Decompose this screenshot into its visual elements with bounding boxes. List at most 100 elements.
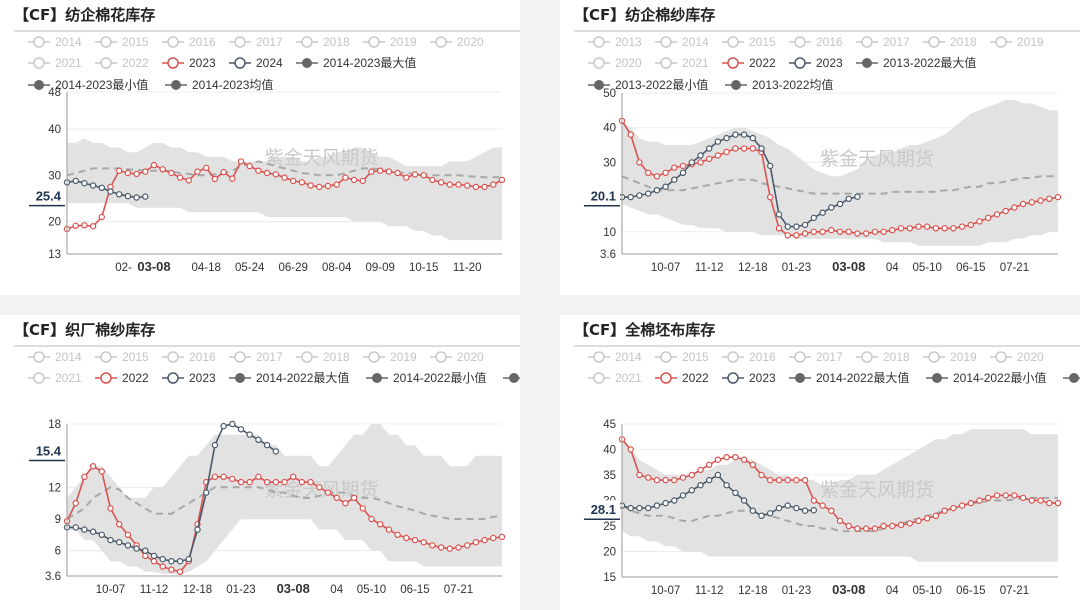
x-tick-label-current: 03-08 (832, 259, 865, 274)
data-point (142, 168, 149, 175)
data-point (133, 194, 140, 201)
legend-ring-marker (33, 36, 45, 48)
data-point (81, 473, 88, 480)
legend-ring-marker (593, 351, 605, 363)
legend-label: 2016 (816, 35, 843, 49)
data-point (403, 174, 410, 181)
legend-label: 2018 (323, 350, 350, 364)
data-point (732, 131, 739, 138)
legend-item-2014-2023均值: 2014-2023均值 (165, 77, 273, 92)
chart-title: 【CF】织厂棉纱库存 (14, 321, 155, 339)
data-point (176, 568, 184, 575)
data-point (697, 152, 704, 159)
legend-ring-marker (368, 351, 380, 363)
legend-label: 2020 (457, 350, 484, 364)
data-point (342, 174, 349, 181)
data-point (880, 522, 887, 530)
legend-label: 2021 (55, 56, 82, 70)
legend-dot-marker (302, 58, 312, 68)
data-point (828, 507, 835, 514)
legend-ring-marker (995, 351, 1007, 363)
data-point (766, 510, 774, 517)
min-max-band (622, 429, 1058, 562)
legend-item-2023: 2023 (162, 56, 216, 70)
data-point (906, 520, 913, 527)
data-point (845, 195, 852, 202)
data-point (133, 170, 140, 178)
data-point (455, 544, 462, 551)
y-tick-label: 50 (603, 88, 616, 100)
data-point (115, 538, 123, 546)
y-tick-label: 12 (48, 482, 61, 494)
data-point (671, 176, 678, 183)
data-point (150, 161, 158, 169)
legend-ring-marker (861, 36, 873, 48)
x-tick-label: 05-10 (912, 585, 941, 597)
data-point (255, 167, 262, 174)
data-point (455, 181, 462, 188)
data-point (863, 525, 870, 532)
x-tick-label: 10-07 (651, 585, 680, 597)
legend-ring-marker (660, 372, 672, 384)
average-line (66, 486, 503, 520)
data-point (333, 181, 340, 188)
legend-item-2019: 2019 (923, 350, 977, 364)
x-tick-label: 08-04 (322, 262, 352, 274)
legend-label: 2017 (816, 350, 843, 364)
data-point (950, 504, 957, 512)
data-point (72, 499, 79, 507)
data-point (810, 497, 817, 504)
x-tick-label: 11-12 (695, 585, 724, 597)
data-point (714, 471, 722, 479)
data-point (644, 504, 652, 512)
legend-label: 2014 (55, 350, 82, 364)
data-point (810, 214, 817, 222)
data-point (950, 225, 957, 232)
data-point (740, 145, 748, 152)
data-point (836, 228, 844, 235)
series-2023 (63, 158, 506, 233)
data-point (732, 453, 739, 461)
legend-label: 2022 (122, 371, 149, 385)
current-value-box (584, 500, 620, 520)
legend-item-2021: 2021 (28, 56, 82, 70)
data-point (671, 476, 678, 484)
x-tick-label: 06-15 (956, 585, 985, 597)
x-tick-label: 06-29 (278, 262, 307, 274)
data-point (115, 521, 123, 528)
data-point (1054, 499, 1062, 507)
legend-item-2016: 2016 (789, 35, 843, 49)
data-point (1046, 499, 1053, 507)
legend-ring-marker (660, 36, 672, 48)
legend-ring-marker (368, 36, 380, 48)
legend-label: 2022 (682, 371, 709, 385)
data-point (775, 225, 783, 232)
legend-item-2014: 2014 (28, 350, 82, 364)
y-tick-label: 30 (603, 157, 616, 169)
data-point (653, 186, 661, 194)
data-point (688, 487, 695, 494)
data-point (368, 168, 375, 175)
y-tick-label: 10 (603, 227, 616, 239)
data-point (784, 232, 791, 239)
data-point (98, 184, 106, 191)
legend-ring-marker (794, 351, 806, 363)
legend-item-2021: 2021 (588, 371, 642, 385)
legend-label: 2023 (189, 56, 216, 70)
data-point (662, 183, 669, 190)
data-point (714, 152, 722, 159)
legend-label: 2017 (256, 350, 283, 364)
data-point (324, 489, 332, 496)
data-point (636, 159, 643, 166)
data-point (437, 179, 445, 186)
legend-ring-marker (33, 57, 45, 69)
legend-item-2020: 2020 (990, 350, 1044, 364)
data-point (359, 505, 366, 512)
series-line (66, 180, 146, 199)
legend-item-2014-2023最大值: 2014-2023最大值 (296, 55, 416, 70)
legend-label: 2017 (256, 35, 283, 49)
chart-panel-greige-cloth-inventory: 【CF】全棉坯布库存 2014 2015 2016 2017 2018 2019 2020 20… (560, 315, 1080, 610)
legend-label: 2020 (615, 56, 642, 70)
data-point (810, 506, 817, 514)
